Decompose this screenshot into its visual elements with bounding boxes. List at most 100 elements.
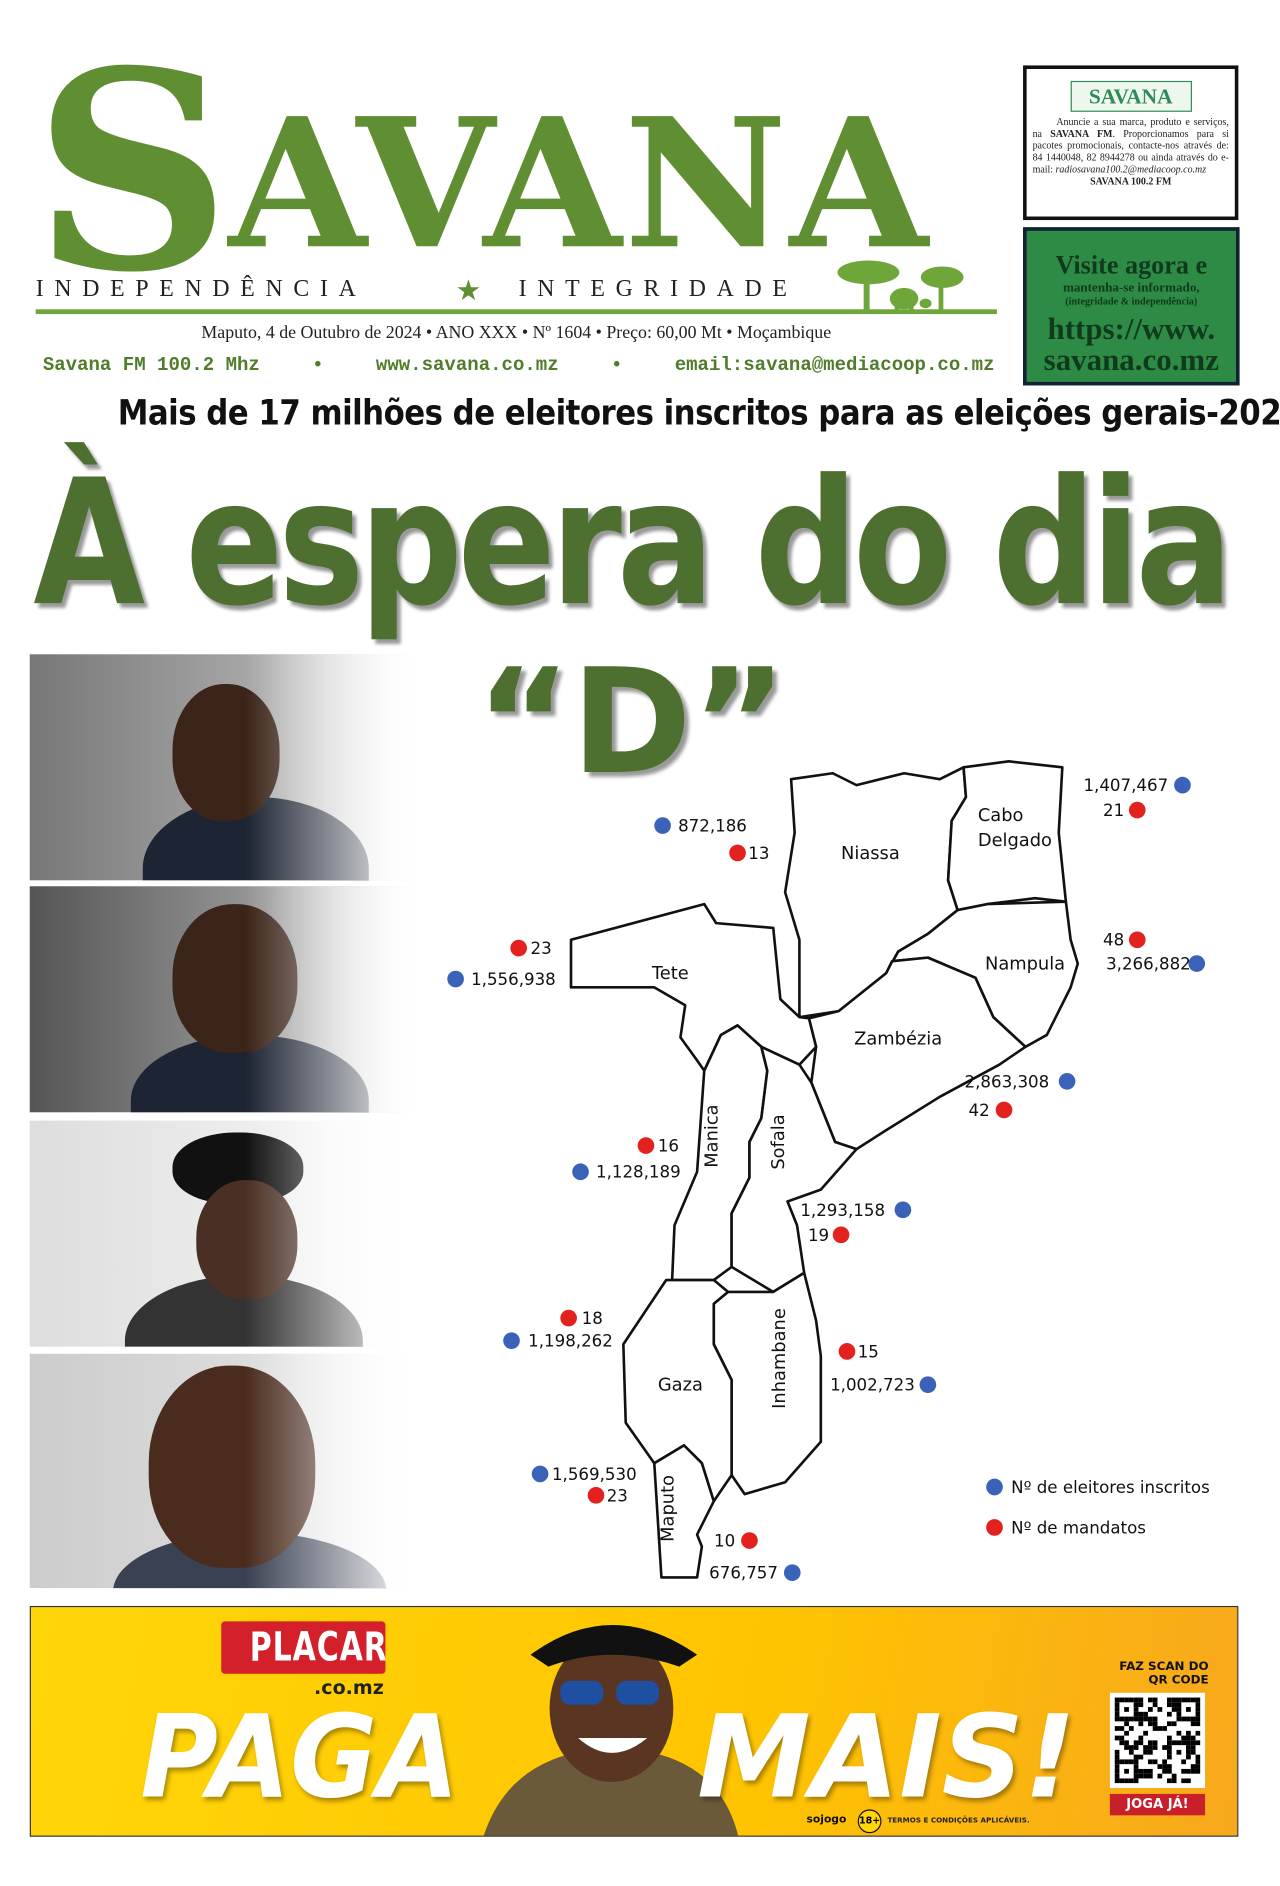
email-link[interactable]: email:savana@mediacoop.co.mz: [674, 354, 995, 376]
province-label: Manica: [701, 1104, 722, 1167]
ad-text: Anuncie a sua marca, produto e serviços,…: [1032, 116, 1229, 140]
motto-left: INDEPENDÊNCIA: [35, 275, 367, 303]
voters-dot: [654, 817, 671, 834]
voters-value: 1,569,530: [552, 1465, 637, 1484]
dateline: Maputo, 4 de Outubro de 2024 • ANO XXX •…: [201, 323, 832, 343]
qr-code-icon: [1114, 1697, 1201, 1784]
seats-dot: [560, 1309, 577, 1327]
province-label: Maputo: [657, 1475, 678, 1542]
seats-value: 42: [969, 1101, 990, 1120]
seats-dot: [587, 1487, 605, 1504]
ad-terms: TERMOS E CONDIÇÕES APLICÁVEIS.: [887, 1816, 1030, 1825]
voters-value: 676,757: [709, 1564, 778, 1583]
ad-slogan-left: PAGA: [140, 1690, 460, 1824]
visit-line: (integridade & independência): [1065, 295, 1198, 307]
seats-value: 13: [748, 844, 769, 863]
trees-elephant-icon: [837, 260, 964, 313]
kicker-box: Mais de 17 milhões de eleitores inscrito…: [48, 393, 1280, 434]
province-label: Niassa: [841, 843, 900, 864]
seats-dot: [637, 1137, 655, 1154]
province-label: Inhambane: [769, 1308, 790, 1409]
photo-candidate-2: [29, 886, 423, 1113]
contact-bar: Savana FM 100.2 Mhz • www.savana.co.mz •…: [43, 355, 995, 376]
headline-box: À espera do dia: [33, 442, 1233, 645]
seats-value: 10: [714, 1531, 735, 1550]
voters-value: 1,556,938: [471, 970, 556, 989]
visit-url[interactable]: https://www.: [1047, 311, 1216, 347]
legend-dot: [986, 1478, 1003, 1496]
masthead-logo: AVANA: [228, 79, 931, 290]
seats-dot: [838, 1343, 856, 1360]
qr-code[interactable]: [1109, 1692, 1206, 1788]
voters-value: 3,266,882: [1106, 955, 1191, 974]
ad-brand: SAVANA FM: [1050, 128, 1113, 140]
voters-dot: [783, 1564, 801, 1581]
voters-dot: [894, 1201, 912, 1219]
placard-logo-box: PLACARD: [221, 1621, 386, 1674]
star-icon: ★: [455, 275, 482, 307]
voters-value: 1,293,158: [800, 1201, 885, 1220]
voters-value: 872,186: [678, 817, 747, 836]
ad-email[interactable]: radiosavana100.2@mediacoop.co.mz: [1055, 163, 1207, 175]
motto-right: INTEGRIDADE: [518, 275, 798, 303]
radio-frequency: Savana FM 100.2 Mhz: [42, 354, 260, 376]
separator: •: [312, 354, 324, 376]
placard-logo: PLACARD: [249, 1623, 386, 1672]
seats-value: 19: [808, 1226, 829, 1245]
radio-ad-box: SAVANA Anuncie a sua marca, produto e se…: [1023, 65, 1239, 221]
seats-dot: [1128, 801, 1146, 819]
seats-value: 16: [658, 1137, 679, 1156]
seats-dot: [729, 844, 746, 862]
voters-value: 1,128,189: [596, 1163, 681, 1182]
legend-label: Nº de eleitores inscritos: [1011, 1478, 1210, 1497]
masthead-rule: [35, 309, 997, 315]
seats-value: 23: [607, 1486, 628, 1505]
voters-dot: [1174, 776, 1191, 794]
savana-fm-logo: SAVANA: [1070, 80, 1192, 112]
legend-dot: [986, 1519, 1003, 1536]
seats-value: 23: [531, 939, 552, 958]
photo-candidate-3: [29, 1120, 423, 1347]
visit-line: mantenha-se informado,: [1062, 280, 1200, 296]
play-now-button[interactable]: JOGA JÁ!: [1109, 1793, 1206, 1816]
sojogo-logo: sojogo: [806, 1814, 847, 1827]
voters-value: 1,407,467: [1083, 776, 1168, 795]
province-label: Sofala: [768, 1114, 789, 1169]
seats-dot: [832, 1226, 850, 1244]
voters-dot: [1188, 955, 1206, 972]
seats-value: 48: [1103, 931, 1124, 950]
masthead-logo-box: AVANA: [228, 95, 995, 273]
scan-qr-text: FAZ SCAN DO QR CODE: [1119, 1660, 1209, 1687]
voters-dot: [531, 1465, 549, 1483]
seats-dot: [995, 1101, 1013, 1119]
placard-domain: .co.mz: [314, 1676, 384, 1699]
ad-slogan-right: MAIS!: [697, 1690, 1076, 1824]
seats-dot: [1128, 931, 1146, 949]
masthead-logo-s: S: [33, 11, 231, 334]
website-link[interactable]: www.savana.co.mz: [375, 354, 559, 376]
separator: •: [610, 354, 623, 376]
seats-value: 21: [1103, 801, 1124, 820]
province-label: Tete: [651, 963, 689, 984]
visit-line: Visite agora e: [1055, 249, 1208, 280]
voters-value: 2,863,308: [965, 1072, 1050, 1091]
voters-dot: [919, 1376, 937, 1394]
province-label: Nampula: [985, 954, 1065, 975]
visit-url[interactable]: savana.co.mz: [1043, 342, 1219, 378]
photo-candidate-4: [29, 1353, 423, 1589]
province-tete: [569, 902, 818, 1072]
placard-ad-banner[interactable]: PLACARD .co.mz PAGA MAIS! sojogo 18+ TER…: [29, 1605, 1239, 1837]
photo-candidate-1: [29, 654, 423, 881]
voters-dot: [1058, 1073, 1076, 1090]
seats-dot: [510, 939, 527, 957]
headline: À espera do dia: [33, 442, 1233, 645]
age-restriction-badge: 18+: [857, 1809, 882, 1834]
ad-slogan-left-box: PAGA: [140, 1700, 459, 1814]
headline-d: “D”: [475, 637, 788, 807]
visit-website-box[interactable]: Visite agora e mantenha-se informado, (i…: [1023, 227, 1240, 386]
province-cabo-delgado: [946, 760, 1068, 912]
ad-person-image: [483, 1624, 739, 1836]
ad-text: . Proporcionamos para si pacotes promoci…: [1032, 128, 1229, 175]
ad-slogan-right-box: MAIS!: [697, 1700, 1090, 1814]
